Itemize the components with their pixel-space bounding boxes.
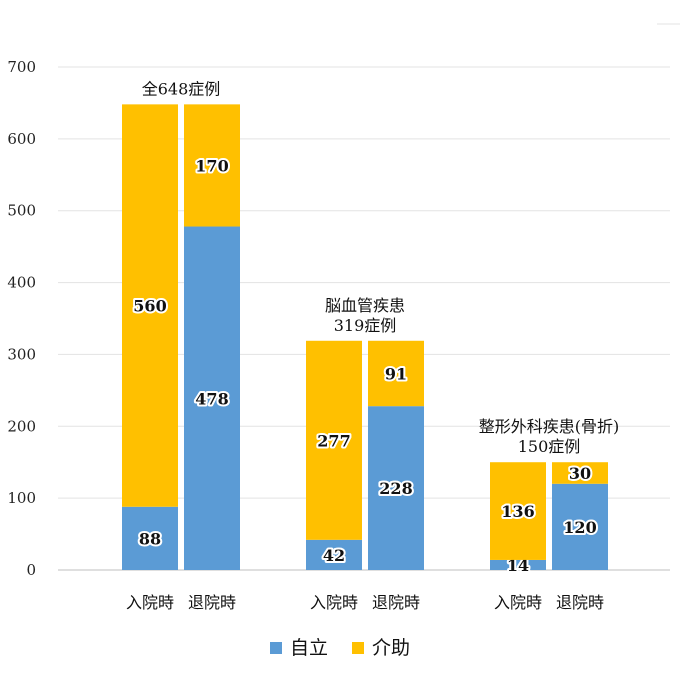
legend-label-jiritsu: 自立 <box>290 637 328 659</box>
category-label: 退院時 <box>188 593 236 612</box>
y-tick-label: 700 <box>7 58 36 76</box>
bar-segment-kaijo <box>552 462 608 484</box>
bar-segment-jiritsu <box>122 506 178 570</box>
category-label: 退院時 <box>556 593 604 612</box>
y-tick-label: 600 <box>7 130 36 148</box>
bar-segment-jiritsu <box>368 406 424 570</box>
data-label: 30 <box>569 464 591 483</box>
data-label: 560 <box>133 297 166 316</box>
data-label: 42 <box>323 546 345 565</box>
bar-segment-kaijo <box>122 104 178 507</box>
bar-segment-jiritsu <box>306 539 362 570</box>
y-tick-label: 0 <box>26 561 36 579</box>
bar-segment-jiritsu <box>490 559 546 570</box>
group-title: 150症例 <box>518 437 581 456</box>
group-title: 脳血管疾患 <box>325 296 405 315</box>
data-label: 88 <box>139 529 161 548</box>
bar-segment-jiritsu <box>184 226 240 570</box>
y-tick-label: 200 <box>7 417 36 435</box>
data-label: 136 <box>501 502 534 521</box>
data-label: 170 <box>195 156 228 175</box>
category-label: 入院時 <box>494 593 542 612</box>
bar-segment-kaijo <box>490 462 546 560</box>
data-label: 91 <box>385 364 407 383</box>
category-label: 入院時 <box>310 593 358 612</box>
data-label: 228 <box>379 479 412 498</box>
y-tick-label: 100 <box>7 489 36 507</box>
bar-segment-kaijo <box>184 104 240 227</box>
bar-segment-kaijo <box>368 340 424 407</box>
y-tick-label: 300 <box>7 345 36 363</box>
legend-swatch-kaijo <box>352 642 364 654</box>
data-label: 120 <box>563 518 596 537</box>
bar-segment-jiritsu <box>552 483 608 570</box>
group-title: 全648症例 <box>142 79 221 98</box>
data-label: 478 <box>195 389 228 408</box>
legend-label-kaijo: 介助 <box>372 637 410 659</box>
category-label: 入院時 <box>126 593 174 612</box>
legend-swatch-jiritsu <box>270 642 282 654</box>
y-tick-label: 400 <box>7 274 36 292</box>
bar-segment-kaijo <box>306 340 362 540</box>
category-label: 退院時 <box>372 593 420 612</box>
y-tick-label: 500 <box>7 202 36 220</box>
group-title: 整形外科疾患(骨折) <box>479 417 620 436</box>
group-title: 319症例 <box>334 316 397 335</box>
data-label: 277 <box>317 431 350 450</box>
